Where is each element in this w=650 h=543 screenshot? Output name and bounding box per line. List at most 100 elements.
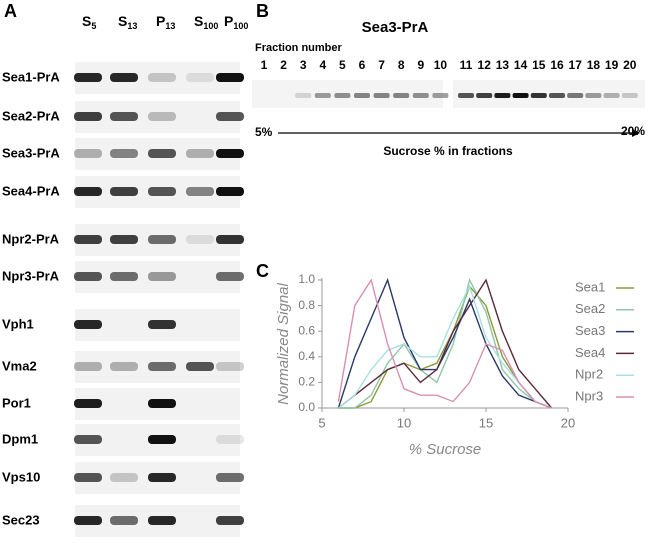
- column-header: S100: [194, 13, 218, 32]
- band: [148, 112, 176, 121]
- band: [354, 93, 370, 98]
- series-line: [337, 278, 553, 409]
- band: [585, 93, 602, 98]
- band: [216, 272, 244, 281]
- band: [412, 93, 429, 98]
- band: [148, 362, 176, 371]
- band: [148, 435, 176, 444]
- column-main: P: [156, 13, 165, 29]
- y-axis-title: Normalized Signal: [275, 282, 292, 404]
- band: [148, 187, 176, 196]
- band: [74, 362, 102, 371]
- panel-label: C: [256, 261, 269, 281]
- fraction-number: 4: [319, 58, 326, 72]
- column-sub: 100: [233, 21, 248, 31]
- column-header: S13: [118, 13, 137, 32]
- x-tick-label: 10: [397, 415, 411, 430]
- band: [186, 187, 214, 196]
- fraction-number: 15: [532, 58, 546, 72]
- band: [148, 473, 176, 482]
- band: [110, 112, 138, 121]
- fraction-number: 18: [587, 58, 601, 72]
- blot-strip: [75, 261, 240, 293]
- band: [432, 93, 449, 98]
- row-label: Vph1: [2, 316, 34, 331]
- fraction-label: Fraction number: [255, 42, 343, 54]
- band: [494, 93, 511, 98]
- column-header: S5: [82, 13, 96, 32]
- column-main: S: [82, 13, 91, 29]
- fraction-number: 8: [398, 58, 405, 72]
- fraction-number: 17: [569, 58, 583, 72]
- fraction-number: 11: [460, 58, 473, 72]
- x-tick-label: 15: [479, 415, 493, 430]
- band: [74, 435, 102, 444]
- y-tick-label: 0.8: [298, 298, 315, 312]
- fraction-number: 5: [339, 58, 346, 72]
- band: [216, 73, 244, 82]
- series-line: [337, 284, 552, 409]
- column-sub: 13: [165, 21, 175, 31]
- row-label: Dpm1: [2, 431, 38, 446]
- legend-label: Sea4: [575, 345, 605, 360]
- axis-label: Sucrose % in fractions: [383, 144, 513, 158]
- band: [530, 93, 547, 98]
- band: [216, 149, 244, 158]
- y-tick-label: 1.0: [298, 272, 315, 286]
- range-end: 20%: [621, 124, 645, 138]
- blot-strip: [75, 101, 240, 133]
- band: [110, 235, 138, 244]
- series-line: [337, 278, 552, 409]
- legend-label: Sea3: [575, 323, 605, 338]
- fraction-number: 2: [280, 58, 287, 72]
- band: [110, 272, 138, 281]
- band: [186, 73, 214, 82]
- band: [334, 93, 351, 98]
- fraction-number: 7: [378, 58, 385, 72]
- band: [216, 473, 244, 482]
- band: [148, 516, 176, 525]
- band: [295, 93, 312, 98]
- band: [148, 149, 176, 158]
- band: [110, 362, 138, 371]
- fraction-number: 1: [261, 58, 268, 72]
- series-line: [338, 278, 552, 409]
- y-tick-label: 0.2: [298, 375, 315, 389]
- band: [148, 320, 176, 329]
- fraction-number: 3: [300, 58, 307, 72]
- arrow-head: [632, 129, 640, 137]
- band: [74, 399, 102, 408]
- series-line: [337, 277, 552, 409]
- band: [373, 93, 390, 98]
- band: [476, 93, 493, 98]
- band: [216, 516, 244, 525]
- band: [512, 93, 529, 98]
- band: [148, 235, 176, 244]
- band: [148, 272, 176, 281]
- band: [216, 362, 244, 371]
- row-label: Sec23: [2, 512, 40, 527]
- column-main: S: [194, 13, 203, 29]
- panel-label: A: [4, 1, 17, 21]
- blot-strip: [252, 80, 443, 108]
- band: [186, 149, 214, 158]
- band: [148, 73, 176, 82]
- column-sub: 5: [91, 21, 96, 31]
- band: [74, 112, 102, 121]
- column-main: S: [118, 13, 127, 29]
- row-label: Npr3-PrA: [2, 268, 60, 283]
- row-label: Sea3-PrA: [2, 145, 60, 160]
- column-header: P13: [156, 13, 175, 32]
- x-tick-label: 20: [561, 415, 575, 430]
- legend-label: Sea2: [575, 301, 605, 316]
- blot-strip: [75, 62, 240, 94]
- band: [110, 73, 138, 82]
- band: [74, 149, 102, 158]
- band: [110, 149, 138, 158]
- y-tick-label: 0.6: [298, 323, 315, 337]
- column-main: P: [224, 13, 233, 29]
- row-label: Sea1-PrA: [2, 69, 60, 84]
- band: [549, 93, 565, 98]
- band: [216, 112, 244, 121]
